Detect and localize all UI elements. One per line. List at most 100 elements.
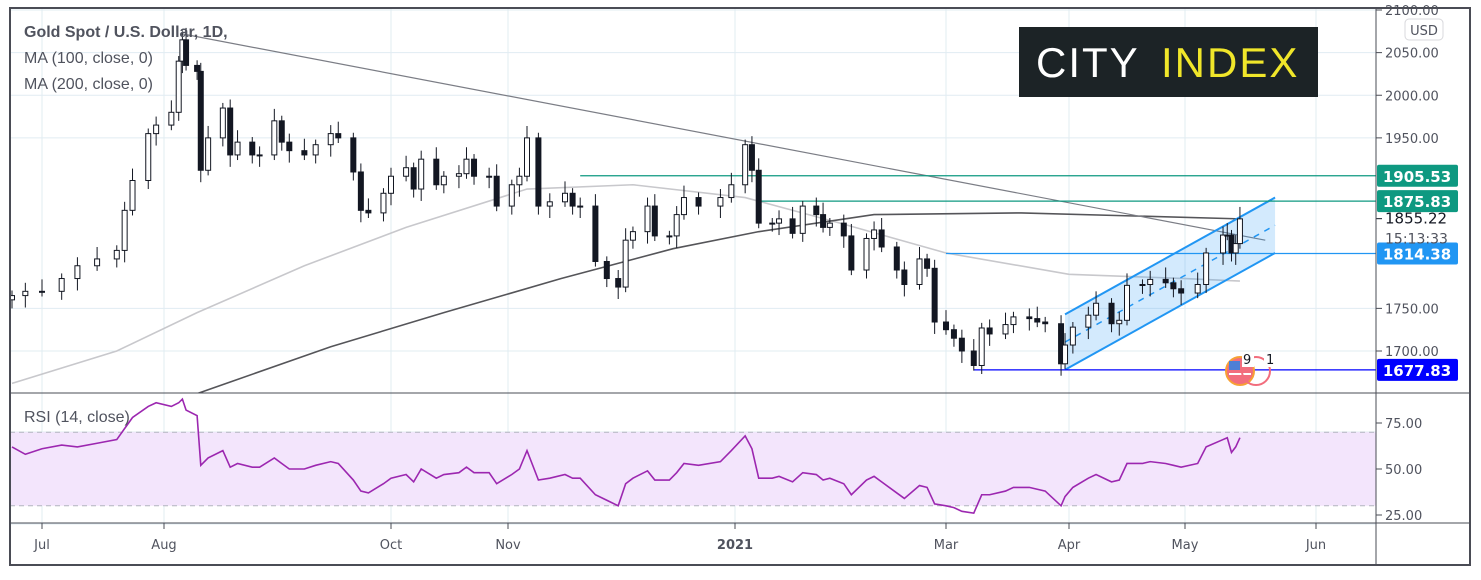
- candle[interactable]: [728, 184, 735, 199]
- axes[interactable]: Jul Aug Oct Nov 2021 Mar Apr May Jun 2100.00 2050.…: [33, 4, 1458, 553]
- candle[interactable]: [1002, 324, 1009, 335]
- candle[interactable]: [121, 209, 128, 251]
- candle[interactable]: [486, 175, 493, 178]
- candle[interactable]: [278, 120, 285, 143]
- candle[interactable]: [535, 137, 542, 207]
- candle[interactable]: [271, 120, 278, 156]
- candle[interactable]: [1236, 218, 1243, 245]
- candle[interactable]: [113, 249, 120, 260]
- candle[interactable]: [651, 205, 658, 237]
- candle[interactable]: [970, 350, 977, 366]
- candle[interactable]: [508, 184, 515, 207]
- candle[interactable]: [1178, 288, 1185, 294]
- candle[interactable]: [924, 258, 931, 269]
- candle[interactable]: [755, 169, 762, 224]
- rsi-pane[interactable]: [11, 397, 1241, 515]
- candle[interactable]: [194, 64, 201, 72]
- candle[interactable]: [603, 260, 610, 280]
- candle[interactable]: [301, 150, 308, 156]
- candle[interactable]: [1010, 316, 1017, 326]
- candle[interactable]: [286, 141, 293, 152]
- candle[interactable]: [673, 214, 680, 237]
- candle[interactable]: [312, 144, 319, 156]
- candle[interactable]: [433, 158, 440, 186]
- candle[interactable]: [153, 124, 160, 135]
- candle[interactable]: [820, 214, 827, 228]
- candle[interactable]: [644, 205, 651, 233]
- candle[interactable]: [562, 192, 568, 203]
- candle[interactable]: [717, 197, 724, 207]
- candle[interactable]: [1062, 344, 1069, 365]
- candle[interactable]: [516, 175, 523, 186]
- candle[interactable]: [365, 209, 372, 214]
- candle[interactable]: [769, 222, 776, 225]
- candle[interactable]: [789, 218, 796, 234]
- candle[interactable]: [848, 235, 855, 271]
- candle[interactable]: [455, 173, 462, 177]
- candle[interactable]: [871, 229, 878, 239]
- candle[interactable]: [813, 205, 820, 216]
- descending-trendline[interactable]: [182, 33, 1266, 241]
- price-pane[interactable]: [10, 27, 1377, 394]
- candle[interactable]: [978, 327, 985, 366]
- candle[interactable]: [916, 258, 923, 286]
- candle[interactable]: [615, 278, 622, 288]
- candle[interactable]: [629, 231, 636, 241]
- candle[interactable]: [380, 192, 387, 214]
- price-badge-1814.38[interactable]: [1377, 242, 1458, 265]
- candle[interactable]: [878, 229, 885, 248]
- candle[interactable]: [1203, 252, 1210, 286]
- candle[interactable]: [335, 133, 342, 139]
- candle[interactable]: [129, 180, 136, 211]
- candle[interactable]: [74, 265, 81, 280]
- candle[interactable]: [440, 175, 447, 186]
- candle[interactable]: [748, 144, 755, 171]
- candle[interactable]: [357, 171, 364, 211]
- candle[interactable]: [175, 60, 182, 113]
- candle[interactable]: [569, 192, 576, 207]
- candle[interactable]: [893, 246, 900, 271]
- candle[interactable]: [1085, 314, 1092, 328]
- candle[interactable]: [950, 329, 957, 339]
- candle[interactable]: [410, 167, 417, 190]
- candle[interactable]: [695, 197, 702, 207]
- price-badge-1875.83[interactable]: [1377, 190, 1458, 213]
- candle[interactable]: [742, 144, 749, 186]
- candle[interactable]: [931, 267, 938, 323]
- candle[interactable]: [168, 111, 175, 126]
- candle[interactable]: [10, 295, 15, 301]
- candle[interactable]: [1042, 321, 1049, 325]
- candle[interactable]: [1058, 323, 1065, 365]
- candle[interactable]: [197, 70, 204, 171]
- candle[interactable]: [183, 39, 190, 66]
- candle[interactable]: [1093, 302, 1100, 316]
- candle[interactable]: [943, 321, 949, 331]
- candle[interactable]: [256, 154, 263, 157]
- candle[interactable]: [622, 239, 629, 288]
- candle[interactable]: [1116, 319, 1123, 325]
- candle[interactable]: [680, 197, 687, 216]
- candle[interactable]: [1147, 278, 1154, 286]
- candle[interactable]: [1026, 316, 1033, 320]
- candle[interactable]: [826, 222, 833, 228]
- candle[interactable]: [493, 175, 500, 207]
- candle[interactable]: [776, 218, 783, 224]
- candle[interactable]: [1139, 284, 1146, 287]
- candle[interactable]: [666, 235, 673, 238]
- candle[interactable]: [1069, 326, 1076, 346]
- candle[interactable]: [249, 141, 256, 156]
- candle[interactable]: [388, 175, 394, 194]
- candle[interactable]: [1194, 284, 1201, 294]
- candle[interactable]: [1220, 234, 1227, 254]
- currency-badge[interactable]: USD: [1404, 18, 1444, 41]
- candle[interactable]: [403, 167, 410, 177]
- candle[interactable]: [1232, 243, 1239, 254]
- candle[interactable]: [227, 107, 234, 156]
- economic-events[interactable]: 9 1: [1225, 353, 1274, 386]
- candle[interactable]: [471, 158, 478, 177]
- candle[interactable]: [592, 205, 599, 262]
- candle[interactable]: [219, 107, 226, 139]
- candle[interactable]: [205, 137, 212, 171]
- candle[interactable]: [958, 337, 965, 352]
